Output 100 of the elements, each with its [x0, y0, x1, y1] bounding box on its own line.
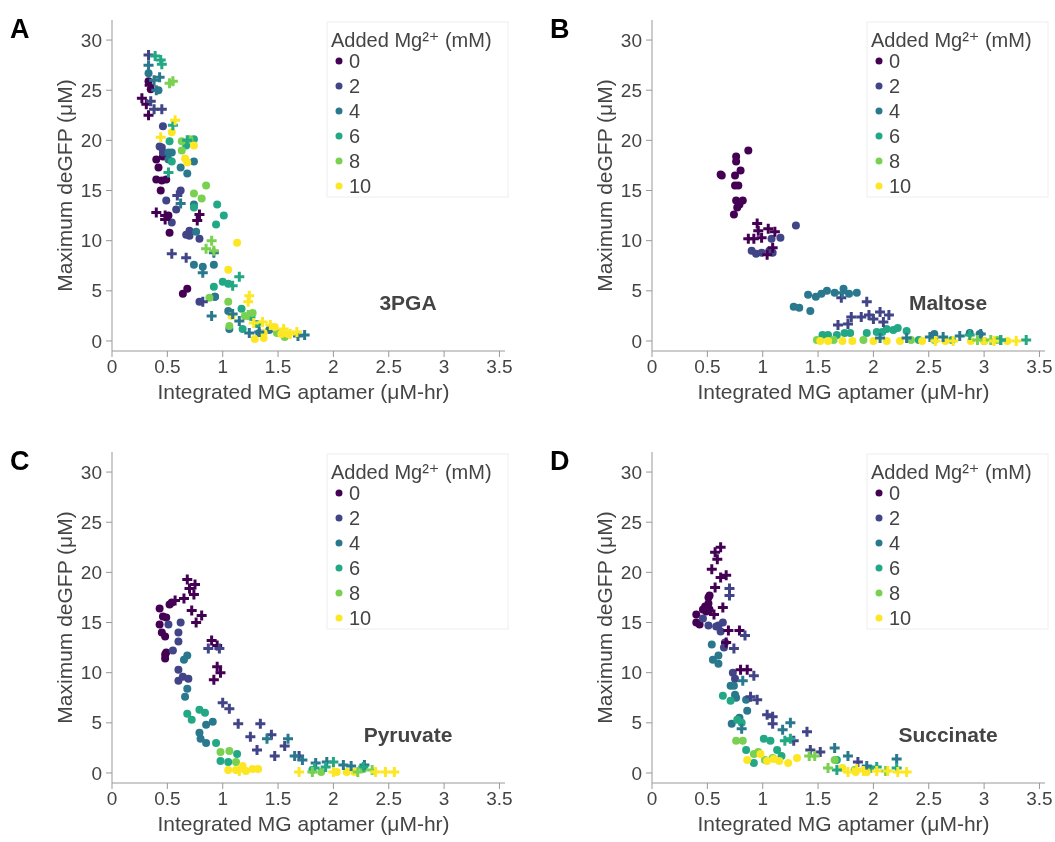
x-tick-label: 1.5: [804, 788, 832, 809]
text: C: [10, 446, 30, 476]
x-tick-label: 2: [868, 356, 879, 377]
x-tick-label: 3.5: [486, 788, 513, 809]
x-tick-label: 1: [757, 356, 768, 377]
legend-title: Added Mg²⁺ (mM): [871, 29, 1032, 51]
x-tick-label: 1.5: [804, 356, 832, 377]
y-tick-label: 10: [80, 230, 102, 252]
y-tick-label: 25: [80, 511, 102, 533]
y-tick-label: 0: [631, 330, 642, 352]
legend-label: 8: [349, 150, 361, 172]
y-tick-label: 30: [80, 29, 102, 51]
x-tick-label: 3: [438, 788, 450, 809]
legend-label: 2: [349, 507, 361, 529]
legend-label: 0: [889, 482, 901, 504]
y-tick-label: 20: [620, 130, 642, 152]
y-tick-label: 5: [91, 712, 102, 734]
x-tick-label: 3.5: [1026, 356, 1053, 377]
x-tick-label: 0.5: [694, 356, 721, 377]
y-axis-title: Maximum deGFP (μM): [53, 79, 76, 292]
legend-label: 4: [889, 100, 901, 122]
legend-label: 0: [889, 50, 901, 72]
legend-label: 8: [889, 582, 901, 604]
y-tick-label: 10: [80, 662, 102, 684]
legend-label: 8: [889, 150, 901, 172]
x-axis-title: Integrated MG aptamer (μM-hr): [697, 812, 990, 835]
x-tick-label: 2.5: [375, 356, 402, 377]
y-tick-label: 5: [631, 280, 642, 302]
text: B: [550, 14, 570, 44]
legend-label: 4: [349, 532, 361, 554]
x-axis-title: Integrated MG aptamer (μM-hr): [697, 380, 990, 403]
legend-title: Added Mg²⁺ (mM): [331, 461, 492, 483]
y-tick-label: 20: [620, 562, 642, 584]
legend-label: 0: [349, 50, 361, 72]
x-tick-label: 3.5: [1026, 788, 1053, 809]
x-tick-label: 3: [978, 788, 990, 809]
x-tick-label: 0: [646, 356, 658, 377]
legend-label: 2: [889, 75, 901, 97]
y-tick-label: 20: [80, 562, 102, 584]
y-tick-label: 15: [620, 612, 642, 634]
legend-label: 6: [889, 557, 901, 579]
y-tick-label: 10: [620, 662, 642, 684]
legend-title: Added Mg²⁺ (mM): [331, 29, 492, 51]
y-tick-label: 15: [80, 180, 102, 202]
x-tick-label: 3: [438, 356, 450, 377]
y-tick-label: 5: [91, 280, 102, 302]
y-tick-label: 30: [620, 461, 642, 483]
legend-label: 8: [349, 582, 361, 604]
x-tick-label: 2.5: [915, 788, 942, 809]
y-tick-label: 30: [620, 29, 642, 51]
annotation: 3PGA: [379, 291, 437, 314]
x-tick-label: 2: [328, 788, 339, 809]
x-tick-label: 1.5: [264, 356, 292, 377]
x-tick-label: 0.5: [154, 356, 181, 377]
legend-label: 4: [349, 100, 361, 122]
annotation: Succinate: [898, 723, 998, 746]
y-axis-title: Maximum deGFP (μM): [593, 79, 616, 292]
y-tick-label: 0: [631, 762, 642, 784]
legend-label: 2: [889, 507, 901, 529]
legend-label: 10: [349, 175, 372, 197]
legend-title: Added Mg²⁺ (mM): [871, 461, 1032, 483]
legend-label: 4: [889, 532, 901, 554]
y-tick-label: 10: [620, 230, 642, 252]
y-tick-label: 5: [631, 712, 642, 734]
y-tick-label: 25: [80, 79, 102, 101]
x-tick-label: 1: [757, 788, 768, 809]
y-tick-label: 30: [80, 461, 102, 483]
text: D: [550, 446, 570, 476]
x-tick-label: 0: [106, 788, 118, 809]
legend-label: 2: [349, 75, 361, 97]
x-tick-label: 0: [106, 356, 118, 377]
y-tick-label: 15: [80, 612, 102, 634]
x-axis-title: Integrated MG aptamer (μM-hr): [157, 812, 450, 835]
legend-label: 6: [889, 125, 901, 147]
x-tick-label: 1.5: [264, 788, 292, 809]
legend-label: 6: [349, 557, 361, 579]
y-tick-label: 0: [91, 330, 102, 352]
legend-label: 10: [349, 607, 372, 629]
x-tick-label: 1: [217, 356, 228, 377]
x-tick-label: 1: [217, 788, 228, 809]
x-tick-label: 3.5: [486, 356, 513, 377]
x-axis-title: Integrated MG aptamer (μM-hr): [157, 380, 450, 403]
x-tick-label: 0.5: [154, 788, 181, 809]
x-tick-label: 2.5: [375, 788, 402, 809]
x-tick-label: 3: [978, 356, 990, 377]
x-tick-label: 2.5: [915, 356, 942, 377]
x-tick-label: 0.5: [694, 788, 721, 809]
y-tick-label: 25: [620, 511, 642, 533]
legend-label: 10: [889, 607, 912, 629]
y-tick-label: 0: [91, 762, 102, 784]
y-tick-label: 20: [80, 130, 102, 152]
y-tick-label: 15: [620, 180, 642, 202]
text: A: [10, 14, 30, 44]
legend-label: 6: [349, 125, 361, 147]
annotation: Pyruvate: [363, 723, 453, 746]
y-tick-label: 25: [620, 79, 642, 101]
y-axis-title: Maximum deGFP (μM): [53, 511, 76, 724]
x-tick-label: 2: [868, 788, 879, 809]
x-tick-label: 0: [646, 788, 658, 809]
legend-label: 10: [889, 175, 912, 197]
